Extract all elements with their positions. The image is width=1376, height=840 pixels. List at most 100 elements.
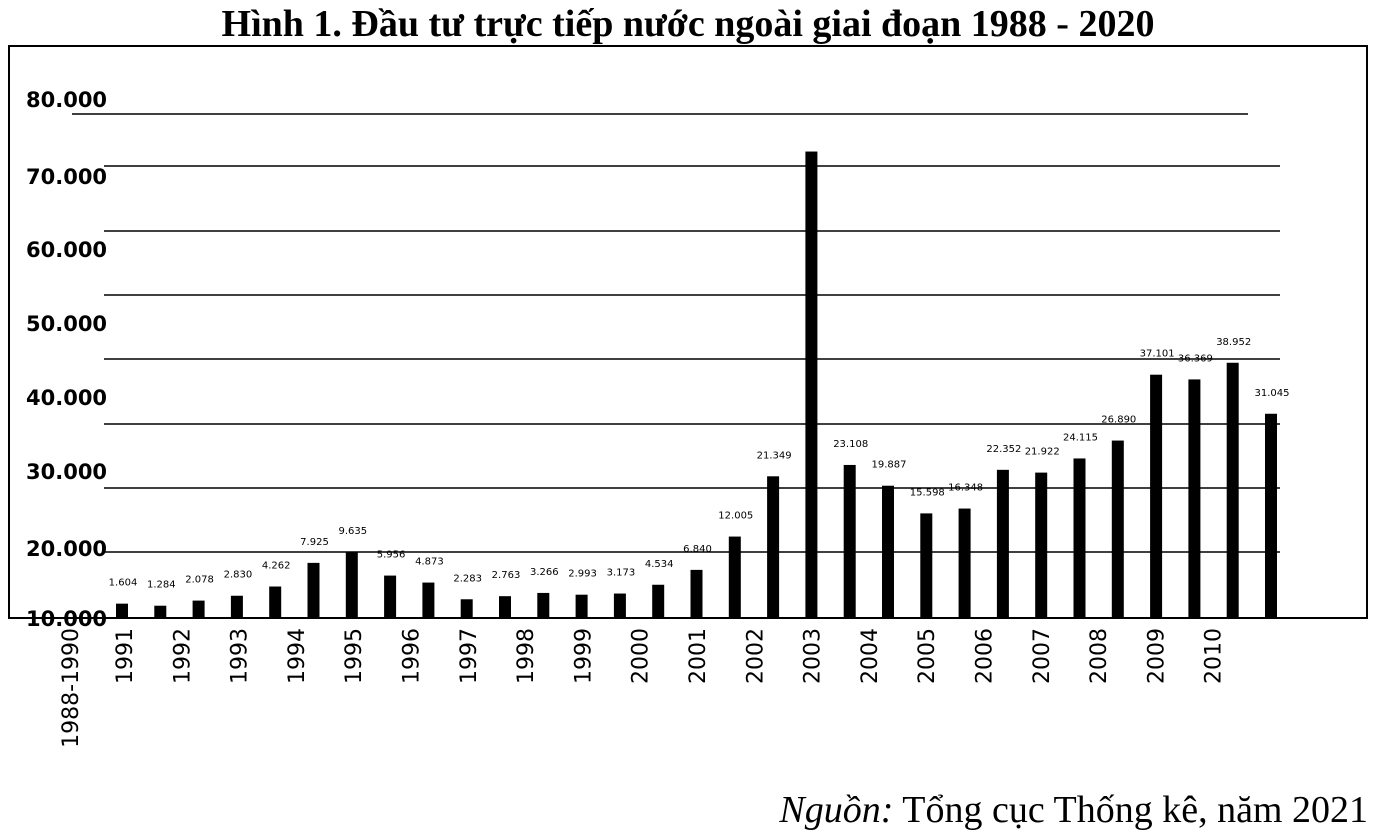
y-tick-label: 40.000 [26, 386, 107, 410]
x-tick-label: 1996 [400, 628, 425, 684]
bar [805, 151, 818, 617]
source-label: Nguồn: [779, 789, 894, 831]
data-label: 2.763 [492, 570, 521, 581]
x-tick-label: 2002 [743, 628, 768, 684]
data-label: 6.840 [683, 544, 712, 555]
x-tick-label: 1988-1990 [59, 628, 84, 748]
data-label: 9.635 [338, 526, 367, 537]
value-labels: 1.604 1.284 2.078 2.830 4.262 7.925 9.635 5.956… [109, 337, 1290, 591]
x-tick-label: 1993 [228, 628, 253, 684]
source-text: Tổng cục Thống kê, năm 2021 [902, 789, 1368, 831]
x-tick-label: 2007 [1030, 628, 1055, 684]
bar [1073, 458, 1086, 617]
data-label: 26.890 [1101, 415, 1136, 426]
bar [116, 603, 128, 617]
bar [652, 584, 665, 617]
x-tick-label: 2004 [858, 628, 883, 684]
bar [1035, 472, 1048, 617]
bar [230, 595, 243, 617]
bar [690, 569, 703, 617]
plot-frame [8, 45, 1368, 619]
x-tick-label: 2005 [915, 628, 940, 684]
x-tick-label: 1991 [113, 628, 138, 684]
data-label: 4.262 [262, 561, 291, 572]
bar [422, 582, 435, 617]
y-tick-label: 50.000 [26, 312, 107, 336]
bar [537, 592, 550, 617]
data-label: 36.369 [1178, 353, 1213, 364]
bar [996, 469, 1009, 617]
bar-chart: 10.000 20.000 30.000 40.000 50.000 60.000 70.0… [8, 45, 1368, 748]
bar [307, 562, 320, 617]
data-label: 7.925 [300, 537, 329, 548]
data-label: 31.045 [1255, 388, 1290, 399]
x-tick-label: 2008 [1087, 628, 1112, 684]
data-label: 4.873 [415, 557, 444, 568]
bar [1226, 362, 1239, 617]
data-label: 12.005 [718, 511, 753, 522]
data-label: 2.078 [185, 575, 214, 586]
x-tick-label: 2003 [801, 628, 826, 684]
data-label: 2.830 [224, 570, 253, 581]
data-label: 1.604 [109, 578, 138, 589]
data-label: 4.534 [645, 559, 674, 570]
x-tick-label: 1995 [342, 628, 367, 684]
x-axis-labels: 1988-1990 1991 1992 1993 1994 1995 1996 1997 199… [59, 628, 1227, 748]
x-tick-label: 2000 [629, 628, 654, 684]
bar [384, 575, 397, 617]
x-tick-label: 1994 [285, 628, 310, 684]
data-label: 24.115 [1063, 432, 1098, 443]
bar [613, 593, 626, 617]
data-label: 37.101 [1140, 349, 1175, 360]
chart-title: Hình 1. Đầu tư trực tiếp nước ngoài giai… [221, 3, 1155, 45]
bar [1111, 440, 1124, 617]
bar [460, 599, 473, 617]
source-note: Nguồn: Tổng cục Thống kê, năm 2021 [779, 788, 1368, 832]
x-tick-label: 2009 [1144, 628, 1169, 684]
y-tick-label: 70.000 [26, 165, 107, 189]
bars [116, 151, 1277, 617]
data-label: 3.173 [607, 568, 636, 579]
x-tick-label: 2010 [1202, 628, 1227, 684]
data-label: 22.352 [986, 444, 1021, 455]
data-label: 16.348 [948, 483, 983, 494]
bar [269, 586, 282, 617]
data-label: 1.284 [147, 580, 176, 591]
data-label: 2.993 [568, 569, 597, 580]
data-label: 19.887 [872, 460, 907, 471]
x-tick-label: 2006 [973, 628, 998, 684]
data-label: 2.283 [453, 573, 482, 584]
data-label: 23.108 [833, 439, 868, 450]
x-tick-label: 1998 [514, 628, 539, 684]
data-label: 15.598 [910, 487, 945, 498]
data-label: 21.349 [757, 450, 792, 461]
bar [575, 594, 588, 617]
bar [728, 536, 741, 617]
y-tick-label: 60.000 [26, 238, 107, 262]
x-tick-label: 1999 [571, 628, 596, 684]
y-tick-label: 30.000 [26, 460, 107, 484]
bar [499, 596, 511, 617]
bar [843, 464, 856, 617]
x-tick-label: 2001 [686, 628, 711, 684]
x-tick-label: 1992 [170, 628, 195, 684]
x-tick-label: 1997 [457, 628, 482, 684]
bar [882, 485, 894, 617]
bar [958, 508, 971, 617]
y-tick-label: 20.000 [26, 537, 107, 561]
data-label: 21.922 [1025, 447, 1060, 458]
bar [767, 476, 780, 617]
gridlines [72, 113, 1280, 553]
bar [1265, 413, 1277, 617]
data-label: 5.956 [377, 550, 406, 561]
y-tick-label: 10.000 [26, 607, 107, 631]
data-label: 3.266 [530, 567, 559, 578]
bar [192, 600, 205, 617]
y-tick-label: 80.000 [26, 88, 107, 112]
bar [1150, 374, 1163, 617]
bar [1188, 379, 1201, 617]
y-axis-labels: 10.000 20.000 30.000 40.000 50.000 60.000 70.0… [26, 88, 107, 631]
bar [154, 605, 167, 617]
bar [920, 513, 933, 617]
data-label: 38.952 [1216, 337, 1251, 348]
